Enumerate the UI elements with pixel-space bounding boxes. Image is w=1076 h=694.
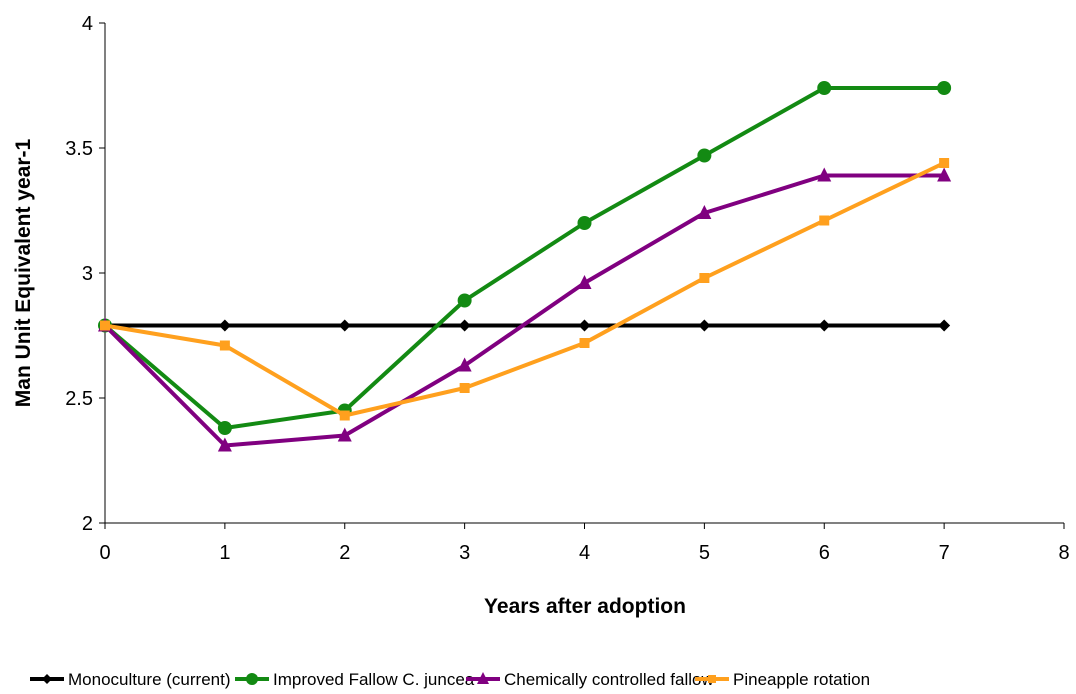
- series-line: [104, 161, 945, 418]
- x-tick-label: 0: [99, 542, 110, 564]
- data-point-circle: [697, 148, 712, 163]
- data-point-square: [819, 215, 830, 226]
- data-point-circle: [937, 81, 952, 95]
- data-point-square: [579, 338, 590, 348]
- y-tick-label: 2.5: [65, 388, 93, 410]
- data-point-triangle: [477, 672, 489, 684]
- legend-label: Improved Fallow C. juncea: [273, 670, 475, 689]
- data-point-diamond: [218, 319, 231, 332]
- data-point-triangle: [577, 275, 592, 289]
- x-tick-label: 1: [219, 542, 230, 564]
- legend-label: Chemically controlled fallow: [504, 670, 714, 689]
- legend-item: Pineapple rotation: [695, 670, 870, 689]
- x-axis-title: Years after adoption: [484, 595, 686, 618]
- data-point-circle: [217, 421, 232, 435]
- data-point-square: [699, 273, 710, 283]
- y-tick-label: 2: [82, 513, 93, 535]
- plot-series: [98, 81, 952, 452]
- data-point-triangle: [817, 167, 832, 182]
- data-point-square: [708, 675, 716, 683]
- data-point-square: [459, 383, 470, 393]
- axes: 2 2.5 3 3.5 4 0 1 2 3 4 5 6 7 8: [65, 13, 1069, 564]
- y-axis-title: Man Unit Equivalent year-1: [12, 138, 35, 407]
- series-3: [100, 158, 950, 421]
- legend-label: Pineapple rotation: [733, 670, 870, 689]
- y-tick-label: 3: [82, 263, 93, 285]
- data-point-diamond: [578, 319, 591, 332]
- data-point-circle: [577, 216, 592, 230]
- legend-item: Monoculture (current): [30, 670, 231, 689]
- data-point-diamond: [698, 319, 711, 332]
- data-point-diamond: [338, 319, 351, 332]
- x-tick-label: 4: [579, 542, 590, 564]
- data-point-diamond: [818, 319, 831, 332]
- data-point-triangle: [457, 357, 472, 372]
- data-point-square: [339, 410, 350, 421]
- x-tick-label: 8: [1058, 542, 1069, 564]
- series-2: [98, 167, 952, 452]
- legend-item: Chemically controlled fallow: [466, 670, 714, 689]
- x-tick-label: 5: [699, 542, 710, 564]
- data-point-circle: [817, 81, 832, 95]
- data-point-triangle: [697, 205, 712, 219]
- legend-label: Monoculture (current): [68, 670, 231, 689]
- x-tick-label: 2: [339, 542, 350, 564]
- data-point-square: [100, 320, 110, 331]
- legend: Monoculture (current) Improved Fallow C. …: [30, 670, 870, 689]
- data-point-diamond: [42, 674, 52, 684]
- x-tick-label: 3: [459, 542, 470, 564]
- x-tick-label: 7: [939, 542, 950, 564]
- data-point-square: [939, 158, 950, 168]
- y-tick-label: 4: [82, 13, 93, 35]
- y-tick-label: 3.5: [65, 138, 93, 160]
- data-point-triangle: [217, 437, 232, 452]
- data-point-triangle: [937, 167, 952, 182]
- series-line: [103, 173, 945, 448]
- data-point-circle: [457, 293, 472, 308]
- data-point-circle: [246, 673, 258, 685]
- data-point-diamond: [458, 319, 471, 332]
- data-point-diamond: [938, 319, 951, 332]
- x-tick-label: 6: [819, 542, 830, 564]
- series-line: [103, 86, 945, 430]
- data-point-square: [219, 340, 230, 351]
- series-1: [98, 81, 952, 435]
- data-point-triangle: [337, 427, 352, 442]
- legend-item: Improved Fallow C. juncea: [235, 670, 475, 689]
